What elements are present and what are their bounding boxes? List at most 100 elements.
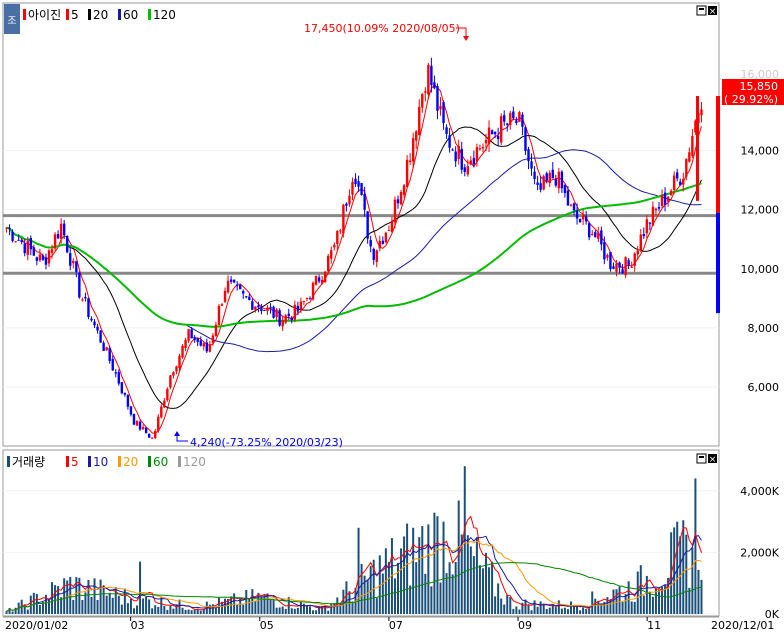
candle-body xyxy=(460,148,463,170)
price-panel-restore-icon xyxy=(699,8,704,10)
price-panel-restore-button[interactable] xyxy=(696,5,707,16)
volume-ma-legend-swatch xyxy=(118,456,121,467)
candle-body xyxy=(90,318,93,321)
candle-body xyxy=(548,172,551,184)
candle-body xyxy=(545,173,548,181)
candle-body xyxy=(499,116,503,143)
price-tick-label: 12,000 xyxy=(741,204,780,217)
price-axis-ticks: 14,000 12,000 10,000 8,000 6,000 xyxy=(741,145,780,394)
candle-body xyxy=(660,194,664,207)
volume-bar xyxy=(661,586,664,614)
volume-bar xyxy=(430,586,433,614)
volume-bar xyxy=(433,512,436,614)
candle-body xyxy=(254,306,257,310)
candle-body xyxy=(178,355,181,369)
volume-ma-legend-label: 120 xyxy=(183,455,206,469)
candle-body xyxy=(181,345,184,358)
candle-body xyxy=(496,135,500,140)
volume-bar xyxy=(381,573,384,614)
volume-bar xyxy=(139,561,142,614)
volume-bar xyxy=(324,605,327,614)
volume-bar xyxy=(111,597,114,614)
candle-body xyxy=(284,315,287,323)
volume-bar xyxy=(41,602,44,614)
candle-body xyxy=(369,240,372,247)
x-axis: 2020/01/02 2020/12/01 03 05 07 09 11 xyxy=(3,616,774,632)
volume-tick-label: 2,000K xyxy=(740,546,779,559)
volume-bar xyxy=(530,610,533,614)
candle-body xyxy=(172,372,175,376)
candle-body xyxy=(242,290,245,294)
candle-body xyxy=(591,233,594,235)
volume-bar xyxy=(478,565,481,614)
volume-bar xyxy=(369,566,372,614)
candle-body xyxy=(442,102,445,124)
volume-bar xyxy=(321,606,324,614)
faded-tick-label: 16,000 xyxy=(741,68,780,81)
price-tick-label: 8,000 xyxy=(748,322,780,335)
volume-bar xyxy=(160,597,163,614)
volume-bar xyxy=(488,567,491,614)
candle-body xyxy=(603,242,606,260)
volume-bar xyxy=(439,582,442,614)
volume-bar xyxy=(673,527,676,614)
volume-bar xyxy=(23,604,26,614)
candle-body xyxy=(651,206,655,226)
panel-toggle-label: 조 xyxy=(7,16,16,27)
candle-body xyxy=(290,317,293,320)
x-axis-end-label: 2020/12/01 xyxy=(711,619,774,632)
candle-body xyxy=(463,167,466,172)
candle-body xyxy=(648,222,652,224)
candle-body xyxy=(114,372,117,374)
volume-bar xyxy=(90,596,93,614)
candle-body xyxy=(654,208,658,211)
candle-body xyxy=(275,309,278,317)
candle-body xyxy=(600,230,603,245)
volume-bar xyxy=(357,527,360,614)
volume-bar xyxy=(114,587,117,614)
volume-bar xyxy=(594,598,597,614)
price-panel-close-button[interactable] xyxy=(708,6,717,15)
volume-ma-legend-swatch xyxy=(66,456,69,467)
volume-bar xyxy=(491,561,494,614)
candle-body xyxy=(339,230,342,232)
volume-bar xyxy=(654,588,657,614)
candle-body xyxy=(663,192,667,205)
volume-bar xyxy=(184,609,187,614)
candle-body xyxy=(560,171,564,189)
volume-bar xyxy=(87,579,90,614)
candle-body xyxy=(272,306,275,318)
candle-body xyxy=(357,181,360,187)
volume-panel-close-button[interactable] xyxy=(708,454,717,463)
volume-ma-legend-swatch xyxy=(178,456,181,467)
candle-body xyxy=(144,427,148,434)
volume-bar xyxy=(597,600,600,614)
candle-body xyxy=(524,127,527,151)
volume-bar xyxy=(278,607,281,614)
candle-body xyxy=(111,359,114,371)
volume-bar xyxy=(615,589,618,614)
volume-bar xyxy=(512,608,515,614)
candle-body xyxy=(260,308,263,312)
candle-body xyxy=(415,131,418,141)
volume-bar xyxy=(400,548,403,614)
candle-body xyxy=(542,176,545,190)
volume-bar xyxy=(436,516,439,614)
volume-bar xyxy=(576,606,579,614)
candle-body xyxy=(566,190,570,206)
candle-body xyxy=(679,181,682,186)
panel-toggle-button[interactable] xyxy=(4,4,20,34)
candle-body xyxy=(536,182,539,185)
volume-bar xyxy=(187,609,190,614)
volume-bar xyxy=(239,597,242,614)
volume-bar xyxy=(181,607,184,614)
candle-body xyxy=(372,248,375,260)
volume-legend-swatch xyxy=(7,456,10,467)
candle-body xyxy=(87,298,90,317)
volume-panel-restore-button[interactable] xyxy=(696,453,707,464)
volume-bar xyxy=(157,606,160,614)
volume-bar xyxy=(642,595,645,614)
volume-bar xyxy=(539,601,542,614)
candle-body xyxy=(575,210,579,219)
volume-bar xyxy=(515,606,518,614)
